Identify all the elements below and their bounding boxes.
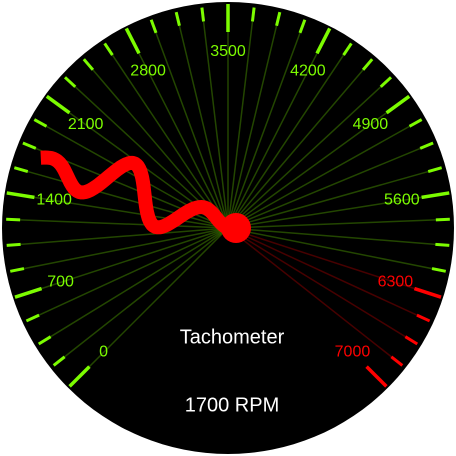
tachometer: 0 700 1400 2100 2800 3500 4200 4900 5600 6300 7000…	[0, 0, 456, 456]
minor-tick	[435, 244, 449, 245]
needle-hub	[221, 213, 251, 243]
minor-tick	[252, 8, 254, 22]
tick-label: 2100	[68, 116, 104, 133]
tick-label: 5600	[384, 192, 420, 209]
value-label: 1700 RPM	[185, 394, 280, 416]
tick-label: 2800	[130, 62, 166, 79]
tick-label: 1400	[36, 192, 72, 209]
tick-label: 7000	[335, 344, 371, 361]
tick-label: 0	[99, 344, 108, 361]
minor-tick	[6, 219, 20, 220]
tick-label: 3500	[210, 43, 246, 60]
minor-tick	[436, 219, 450, 220]
tick-label: 700	[47, 274, 74, 291]
tick-label: 4900	[353, 116, 389, 133]
tick-label: 6300	[378, 274, 414, 291]
gauge-title: Tachometer	[180, 326, 285, 348]
minor-tick	[202, 8, 204, 22]
minor-tick	[7, 244, 21, 245]
tick-label: 4200	[290, 62, 326, 79]
